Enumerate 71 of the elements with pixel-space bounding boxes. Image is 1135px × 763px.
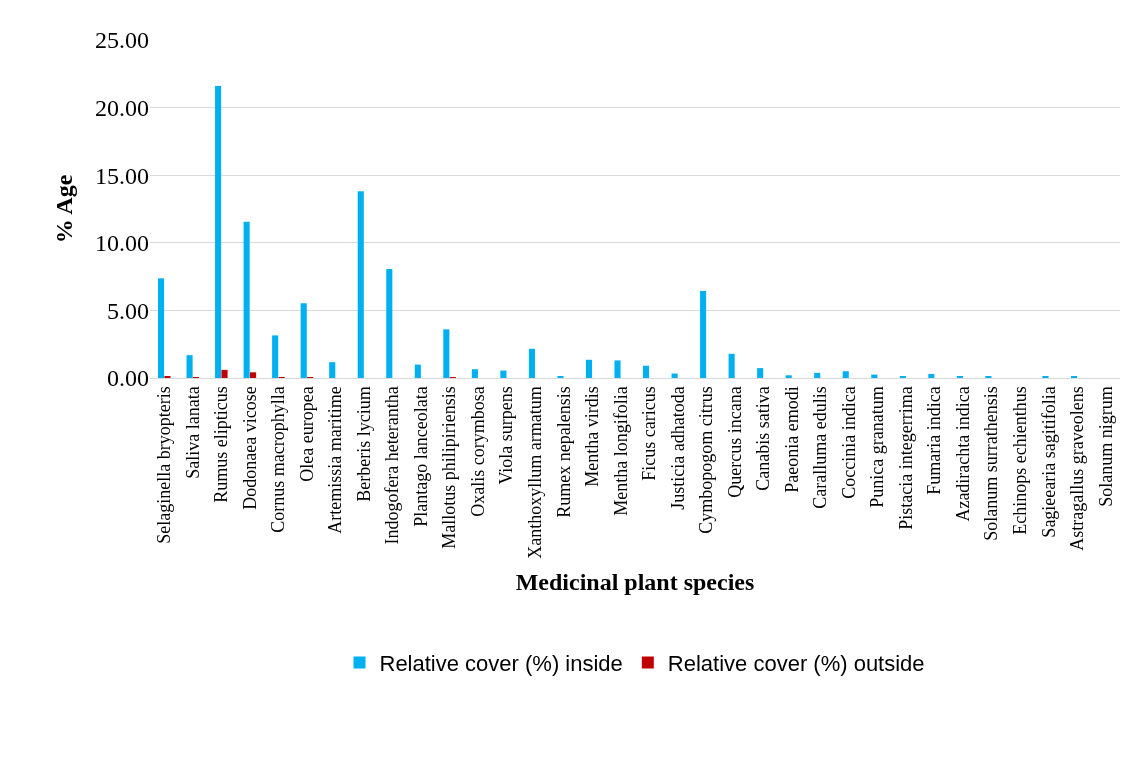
x-tick-label: Oxalis corymbosa — [467, 386, 488, 517]
bar — [186, 355, 193, 378]
x-tick-label: Olea europea — [296, 386, 317, 482]
x-tick-label: Coccinia indica — [838, 386, 859, 499]
bar — [728, 353, 735, 378]
x-tick-label: Azadirachta indica — [952, 386, 973, 522]
bar — [643, 365, 650, 378]
bar — [785, 375, 792, 378]
x-tick-label: Artemissia maritime — [325, 386, 346, 534]
x-tick-label: Solanum nigrum — [1095, 386, 1116, 507]
x-tick-label: Saliva lanata — [182, 386, 203, 479]
x-tick-label: Xanthoxyllum armatum — [525, 386, 545, 559]
bar — [243, 221, 250, 378]
bar — [614, 360, 621, 378]
x-tick-label: Caralluma edulis — [810, 386, 831, 509]
x-tick-label: Ficus caricus — [639, 386, 660, 481]
x-tick-label: Indogofera heterantha — [382, 386, 403, 545]
x-tick-label: Rumus elipticus — [211, 386, 232, 503]
legend-label: Relative cover (%) inside — [379, 651, 623, 677]
bar — [272, 335, 279, 378]
bar — [471, 369, 478, 378]
x-tick-label: Cymbopogom citrus — [696, 386, 717, 534]
x-tick-label: Quercus incana — [724, 386, 745, 498]
bar — [221, 369, 228, 378]
x-tick-label: Canabis sativa — [753, 386, 774, 491]
bar — [814, 372, 821, 378]
bar — [414, 364, 421, 378]
y-tick-label: 5.00 — [107, 297, 149, 324]
bar — [386, 269, 393, 378]
x-tick-label: Viola surpens — [496, 386, 517, 485]
y-tick-label: 15.00 — [95, 162, 149, 189]
bar — [500, 370, 507, 378]
bar — [899, 375, 906, 378]
bar — [757, 368, 764, 378]
bar — [357, 191, 364, 378]
bar — [158, 278, 165, 378]
x-tick-label: Fumaria indica — [924, 386, 945, 495]
y-tick-label: 10.00 — [95, 230, 149, 257]
x-tick-label: Berberis lycium — [353, 386, 374, 502]
x-tick-label: Mallotus philipiriensis — [439, 386, 460, 549]
x-tick-label: Mentha longifolia — [610, 386, 631, 516]
x-tick-label: Cornus macrophylla — [268, 386, 289, 533]
x-tick-label: Selaginella bryopteris — [154, 386, 175, 544]
y-tick-label: 20.00 — [95, 95, 149, 121]
x-tick-label: Rumex nepalensis — [553, 386, 574, 518]
x-axis-title: Medicinal plant species — [515, 568, 755, 595]
bar — [215, 86, 222, 378]
x-tick-label: Astragallus graveolens — [1067, 386, 1088, 551]
y-axis-title: % Age — [51, 174, 78, 244]
x-tick-label: Dodonaea vicose — [239, 386, 260, 510]
bar — [528, 348, 535, 378]
bar — [700, 290, 707, 378]
x-tick-label: Echinops echienthus — [1010, 386, 1030, 535]
x-tick-label: Solanum surrathensis — [981, 386, 1002, 541]
y-tick-label: 25.00 — [95, 27, 149, 54]
x-tick-label: Justicia adhatoda — [667, 386, 688, 510]
y-tick-label: 0.00 — [107, 365, 149, 392]
x-tick-label: Punica granatum — [867, 386, 888, 508]
bar — [329, 362, 336, 378]
bar — [443, 329, 450, 378]
legend-label: Relative cover (%) outside — [667, 651, 925, 677]
bar — [250, 372, 257, 378]
x-tick-label: Plantago lanceolata — [410, 386, 431, 527]
x-tick-label: Paeonia emodi — [781, 386, 802, 493]
x-tick-label: Mentha virdis — [582, 386, 603, 487]
bar — [300, 303, 307, 378]
x-tick-label: Sagieearia sagitifolia — [1038, 386, 1059, 538]
bar — [928, 373, 935, 378]
x-tick-label: Pistacia integerrima — [895, 386, 916, 530]
bar — [842, 371, 849, 378]
bar — [585, 359, 593, 378]
